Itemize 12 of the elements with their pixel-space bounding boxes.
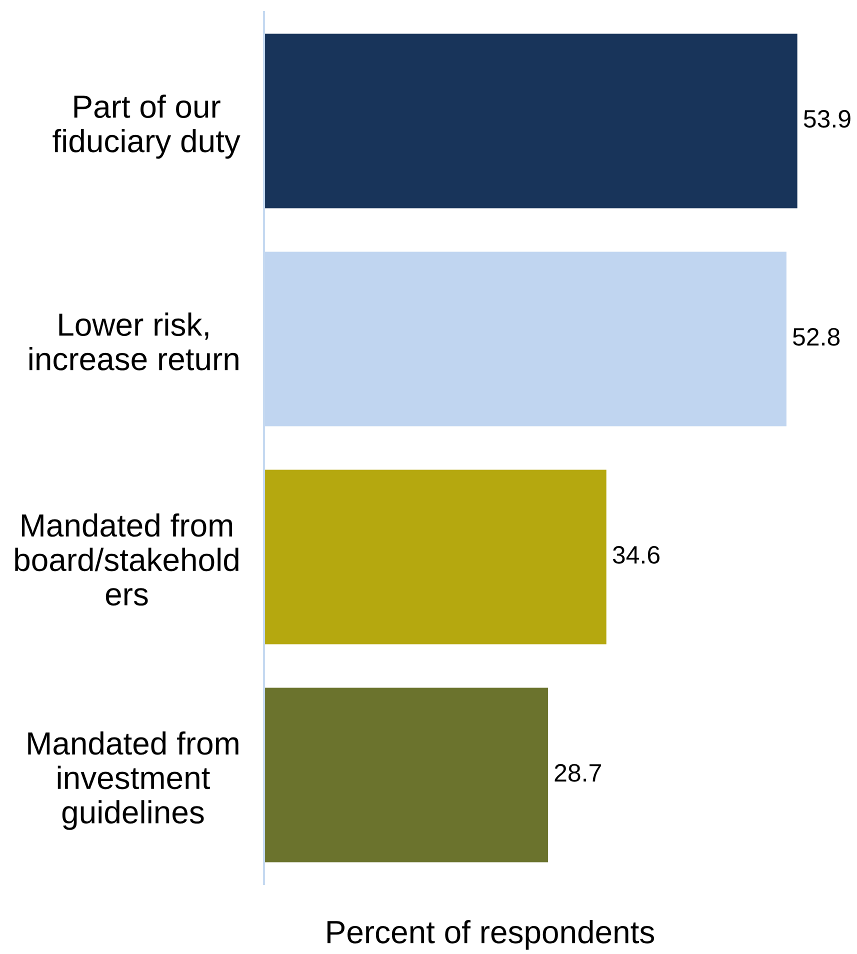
bar [264, 34, 798, 208]
y-tick-label: Mandated from board/stakehold ers [15, 513, 238, 606]
y-tick-label: Mandated from investment guidelines [28, 731, 238, 830]
bar [264, 688, 548, 862]
y-tick-label: Part of our fiduciary duty [52, 94, 240, 159]
data-label: 53.9 [804, 110, 850, 128]
y-tick-label: Lower risk, increase return [29, 312, 238, 370]
data-label: 28.7 [554, 764, 601, 782]
data-label: 52.8 [793, 328, 840, 346]
x-axis-title: Percent of respondents [327, 920, 654, 950]
bar [264, 470, 606, 644]
data-label: 34.6 [612, 546, 660, 564]
